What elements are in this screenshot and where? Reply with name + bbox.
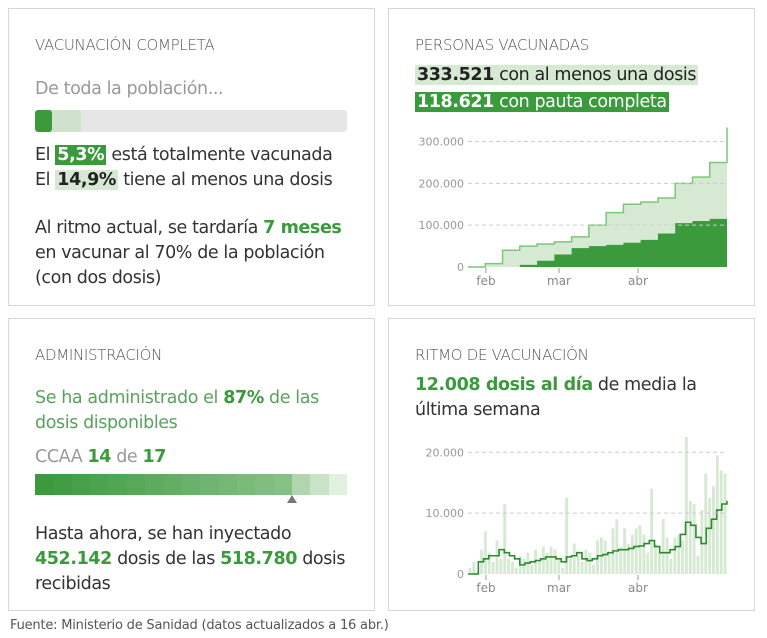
svg-text:200.000: 200.000 xyxy=(419,177,465,190)
svg-text:mar: mar xyxy=(547,581,571,595)
ccaa-segment xyxy=(90,474,109,495)
complete-summary: 118.621 con pauta completa xyxy=(415,92,669,112)
svg-text:feb: feb xyxy=(476,274,495,288)
full-vaccinated-line: El 5,3% está totalmente vacunada xyxy=(35,145,333,165)
ccaa-segment xyxy=(181,474,201,495)
card-ritmo-vacunacion: RITMO DE VACUNACIÓN 12.008 dosis al día … xyxy=(388,318,755,611)
svg-text:abr: abr xyxy=(628,581,648,595)
ccaa-segment xyxy=(218,474,237,495)
card-title: ADMINISTRACIÓN xyxy=(35,346,163,364)
one-dose-pct-badge: 14,9% xyxy=(55,170,119,190)
card-title: VACUNACIÓN COMPLETA xyxy=(35,36,215,54)
cumulative-vaccinated-chart: 0 100.000 200.000 300.000 feb mar abr xyxy=(419,127,728,288)
svg-text:300.000: 300.000 xyxy=(419,136,465,149)
ccaa-segment xyxy=(108,474,127,495)
svg-text:100.000: 100.000 xyxy=(419,219,465,232)
svg-text:0: 0 xyxy=(457,568,464,581)
full-pct-badge: 5,3% xyxy=(55,145,107,165)
ccaa-segment xyxy=(236,474,256,495)
one-dose-line: El 14,9% tiene al menos una dosis xyxy=(35,170,333,190)
svg-text:mar: mar xyxy=(547,274,571,288)
svg-text:feb: feb xyxy=(476,581,495,595)
administered-text: Se ha administrado el 87% de las dosis d… xyxy=(35,388,319,433)
ccaa-segment xyxy=(71,474,91,495)
ccaa-position-marker xyxy=(286,495,297,503)
card-title: RITMO DE VACUNACIÓN xyxy=(415,346,589,364)
full-vaccinated-segment xyxy=(35,110,52,132)
svg-text:abr: abr xyxy=(628,274,648,288)
ccaa-segment xyxy=(310,474,329,495)
svg-text:10.000: 10.000 xyxy=(426,507,465,520)
population-progress-bar xyxy=(35,110,347,132)
ccaa-segment xyxy=(126,474,146,495)
card-personas-vacunadas: PERSONAS VACUNADAS 333.521 con al menos … xyxy=(388,8,755,306)
ccaa-segment xyxy=(163,474,182,495)
subtitle: De toda la población... xyxy=(35,79,224,99)
administered-pct: 87% xyxy=(223,388,264,408)
card-vacunacion-completa: VACUNACIÓN COMPLETA De toda la población… xyxy=(8,8,375,306)
rhythm-summary: 12.008 dosis al día de media la última s… xyxy=(415,375,697,420)
card-title: PERSONAS VACUNADAS xyxy=(415,36,589,54)
injected-text: Hasta ahora, se han inyectado 452.142 do… xyxy=(35,524,346,594)
card-administracion: ADMINISTRACIÓN Se ha administrado el 87%… xyxy=(8,318,375,611)
ccaa-segment xyxy=(35,474,54,495)
source-footer: Fuente: Ministerio de Sanidad (datos act… xyxy=(10,618,389,633)
svg-text:0: 0 xyxy=(457,261,464,274)
ccaa-ranking-bar xyxy=(35,474,348,495)
received-value: 518.780 xyxy=(220,549,298,569)
injected-value: 452.142 xyxy=(35,549,112,569)
ccaa-segment xyxy=(273,474,293,495)
ccaa-segment xyxy=(328,474,348,495)
ccaa-segment xyxy=(200,474,219,495)
ccaa-rank: CCAA 14 de 17 xyxy=(35,447,166,467)
months-value: 7 meses xyxy=(263,218,342,238)
ccaa-segment xyxy=(145,474,164,495)
ccaa-segment xyxy=(53,474,72,495)
rhythm-text: Al ritmo actual, se tardaría 7 meses en … xyxy=(35,218,342,288)
daily-doses-chart: 0 10.000 20.000 feb mar abr xyxy=(426,437,728,595)
ccaa-segment xyxy=(292,474,311,495)
ccaa-segment xyxy=(255,474,274,495)
daily-doses-value: 12.008 dosis al día xyxy=(415,375,593,395)
svg-text:20.000: 20.000 xyxy=(426,446,465,459)
one-dose-summary: 333.521 con al menos una dosis xyxy=(415,65,699,85)
